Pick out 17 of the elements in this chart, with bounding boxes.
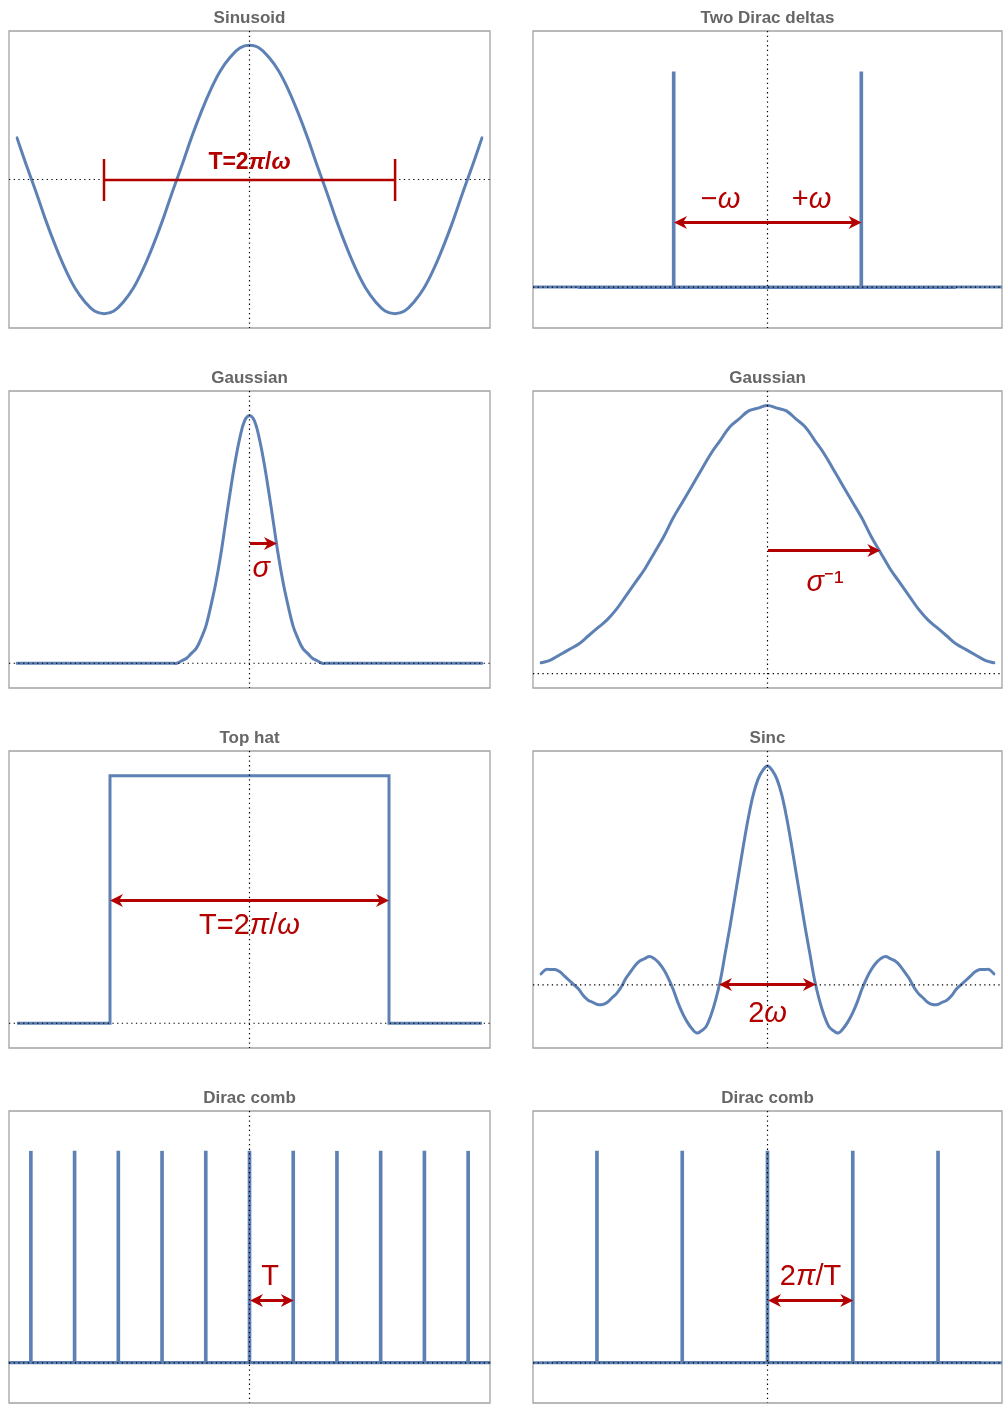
annotation: σ⁻¹ — [806, 564, 844, 596]
chart-title: Dirac comb — [721, 1087, 814, 1106]
annotation: +ω — [791, 181, 832, 214]
chart-title: Gaussian — [211, 367, 288, 386]
annotation: −ω — [700, 181, 741, 214]
annotation: 2ω — [748, 995, 787, 1028]
chart-title: Two Dirac deltas — [700, 7, 835, 26]
chart-title: Sinc — [749, 727, 786, 746]
annotation: T=2π/ω — [208, 147, 291, 174]
chart-title: Dirac comb — [203, 1087, 296, 1106]
annotation: 2π/T — [779, 1258, 842, 1291]
annotation: σ — [252, 550, 270, 583]
chart-title: Sinusoid — [213, 7, 286, 26]
chart-title: Gaussian — [729, 367, 806, 386]
annotation: T=2π/ω — [199, 907, 300, 940]
chart-title: Top hat — [219, 727, 280, 746]
annotation: T — [261, 1258, 280, 1291]
